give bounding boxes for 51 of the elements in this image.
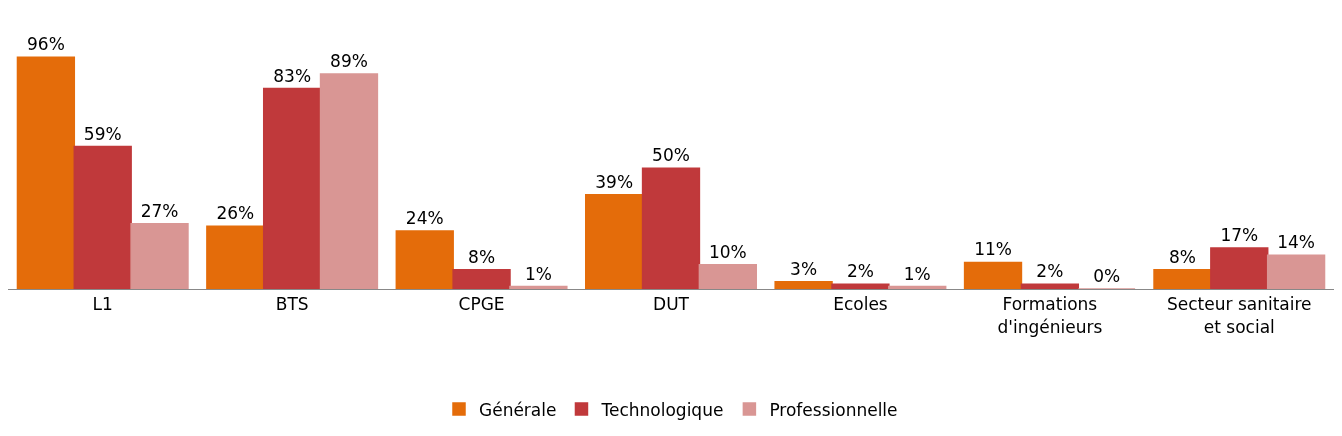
- data-label: 24%: [405, 208, 444, 229]
- bar: [206, 225, 265, 289]
- x-tick-label: Ecoles: [833, 294, 888, 315]
- data-label: 96%: [26, 34, 65, 55]
- data-label: 50%: [652, 145, 690, 166]
- data-label: 83%: [273, 65, 312, 86]
- bar: [585, 194, 644, 289]
- data-label: 3%: [790, 258, 818, 279]
- data-label: 8%: [1168, 246, 1196, 267]
- bar: [1020, 283, 1080, 289]
- data-label: 11%: [974, 239, 1012, 260]
- data-label: 8%: [468, 246, 496, 267]
- legend-label: Générale: [479, 399, 557, 420]
- bar: [831, 283, 890, 289]
- data-label: 59%: [83, 123, 122, 144]
- x-tick-label: Secteur sanitaire et social: [1167, 294, 1312, 337]
- data-label: 17%: [1220, 224, 1259, 245]
- bar: [509, 285, 568, 289]
- legend-label: Professionnelle: [769, 399, 898, 420]
- bar: [1266, 254, 1326, 289]
- bar: [73, 145, 132, 289]
- bar: [16, 56, 76, 289]
- bar: [1153, 268, 1212, 289]
- bar: [1210, 247, 1269, 289]
- bar: [641, 167, 701, 289]
- bar: [395, 230, 454, 289]
- legend-label: Technologique: [600, 399, 724, 420]
- x-tick-label: L1: [92, 294, 113, 315]
- bar: [130, 223, 189, 289]
- bar: [963, 261, 1023, 289]
- bar: [319, 73, 379, 289]
- x-tick-label: CPGE: [458, 294, 505, 315]
- data-label: 2%: [846, 261, 874, 282]
- data-label: 1%: [903, 263, 931, 284]
- data-label: 14%: [1277, 232, 1316, 253]
- x-tick-label: BTS: [275, 294, 309, 315]
- data-label: 10%: [708, 241, 747, 262]
- bar: [774, 281, 833, 289]
- x-tick-label: DUT: [653, 294, 690, 315]
- bar: [888, 285, 947, 289]
- bar: [698, 264, 757, 289]
- bar: [452, 268, 511, 289]
- bar: [262, 87, 322, 289]
- data-label: 1%: [524, 263, 552, 284]
- data-label: 0%: [1093, 266, 1121, 286]
- x-tick-label: Formations d'ingénieurs: [997, 294, 1103, 337]
- data-label: 39%: [595, 171, 634, 192]
- data-label: 2%: [1036, 261, 1064, 282]
- data-label: 89%: [330, 51, 368, 72]
- data-label: 27%: [140, 200, 179, 221]
- data-label: 26%: [216, 203, 255, 224]
